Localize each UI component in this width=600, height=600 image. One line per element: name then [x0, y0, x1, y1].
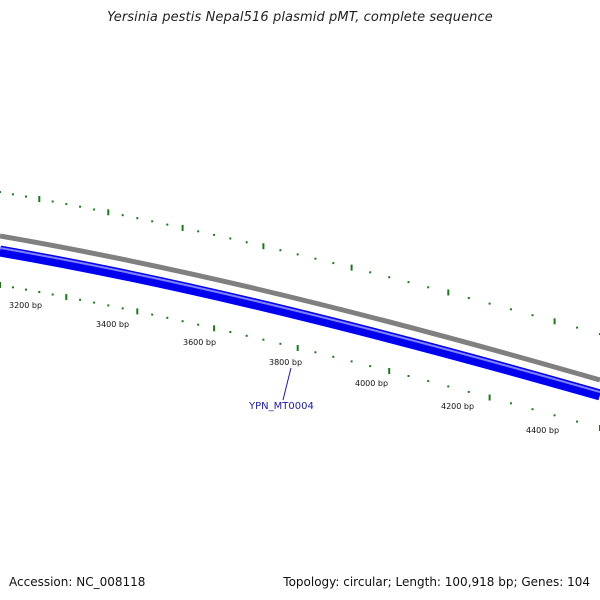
sequence-backbone	[0, 233, 600, 383]
bp-label-group: 3200 bp 3400 bp 3600 bp 3800 bp 4000 bp …	[9, 301, 559, 435]
bp-label: 3200 bp	[9, 301, 42, 310]
accession-text: Accession: NC_008118	[9, 575, 146, 589]
bp-label: 4200 bp	[441, 402, 474, 411]
gene-label[interactable]: YPN_MT0004	[248, 401, 314, 412]
bp-label: 3400 bp	[96, 320, 129, 329]
topology-summary: Topology: circular; Length: 100,918 bp; …	[283, 575, 590, 589]
inner-tick-row	[0, 282, 600, 431]
gene-arc-highlight	[0, 247, 600, 393]
bp-label: 3800 bp	[269, 358, 302, 367]
bp-label: 4000 bp	[355, 379, 388, 388]
gene-leader-line	[282, 367, 292, 401]
map-title: Yersinia pestis Nepal516 plasmid pMT, co…	[107, 10, 493, 25]
bp-label: 3600 bp	[183, 338, 216, 347]
bp-label: 4400 bp	[526, 426, 559, 435]
gene-arc-YPN_MT0004[interactable]	[0, 245, 600, 401]
outer-tick-row	[0, 191, 600, 335]
